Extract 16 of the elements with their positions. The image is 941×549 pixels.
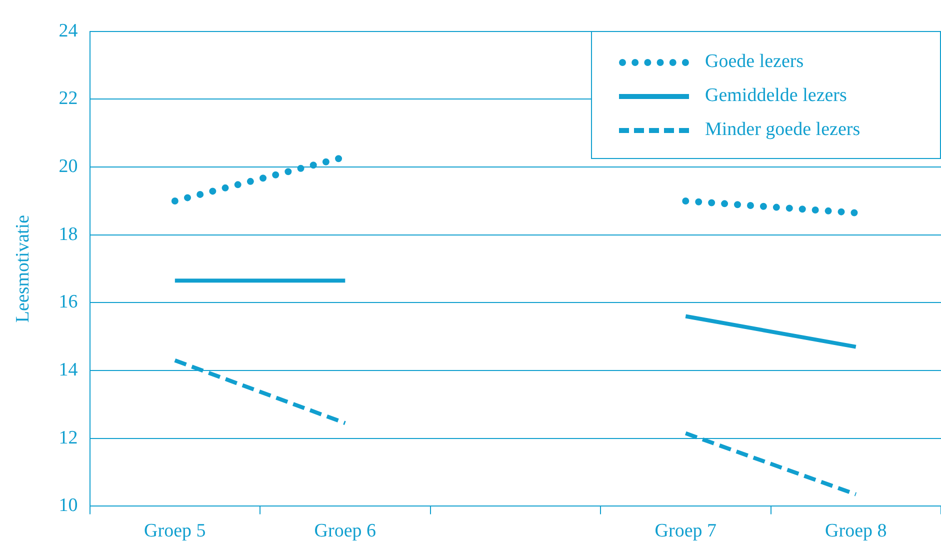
legend-label: Minder goede lezers [705,119,860,142]
y-tick-label: 10 [58,495,78,516]
y-axis-title: Leesmotivatie [12,214,34,323]
y-tick-label: 12 [58,427,78,448]
x-tick-label: Groep 7 [654,520,717,542]
x-tick-label: Groep 8 [825,520,887,542]
legend-label: Goede lezers [705,51,804,74]
y-tick-label: 14 [58,360,78,381]
y-tick-label: 22 [58,88,78,110]
y-tick-label: 20 [58,156,78,178]
y-tick-label: 16 [58,292,78,313]
y-tick-label: 18 [58,224,78,245]
x-tick-label: Groep 5 [144,520,206,542]
legend-label: Gemiddelde lezers [705,85,847,108]
x-tick-label: Groep 6 [314,520,376,542]
y-tick-label: 24 [58,20,78,42]
